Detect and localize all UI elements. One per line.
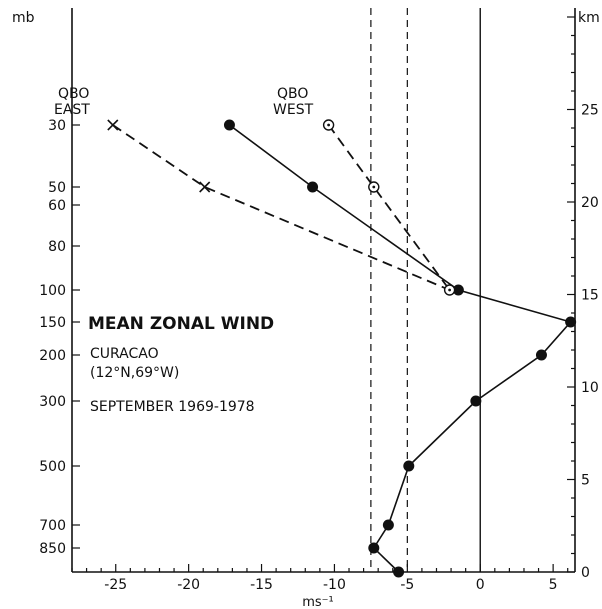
data-point-mean-profile [535,349,547,361]
x-tick-label: -5 [400,577,414,593]
data-point-qbo-east [199,181,211,193]
data-point-qbo-west [443,284,456,296]
x-tick-label: -25 [104,577,127,593]
y-tick-label-mb: 300 [39,394,66,410]
annotation-station: CURACAO [90,346,159,362]
y-tick-label-mb: 850 [39,541,66,557]
x-tick-label: -20 [177,577,200,593]
x-tick-label: -10 [323,577,346,593]
y-tick-label-mb: 700 [39,518,66,534]
y-axis-label-right: km [578,10,600,26]
qbo-east-label-line2: EAST [54,102,90,118]
y-tick-label-mb: 60 [48,198,66,214]
data-point-mean-profile [403,460,415,472]
qbo-east-label-line1: QBO [58,86,89,102]
qbo-west-label-line2: WEST [273,102,314,118]
y-tick-label-km: 5 [581,473,590,489]
series-line-qbo-west [327,124,451,291]
y-tick-label-mb: 80 [48,239,66,255]
y-tick-label-mb: 500 [39,459,66,475]
y-tick-label-km: 15 [581,288,599,304]
series-line-qbo-east [112,124,450,291]
data-point-mean-profile [223,119,235,131]
y-tick-label-mb: 150 [39,315,66,331]
y-tick-label-mb: 100 [39,283,66,299]
x-tick-label: 5 [549,577,558,593]
y-tick-label-mb: 30 [48,118,66,134]
data-point-mean-profile [393,566,405,578]
annotation-period: SEPTEMBER 1969-1978 [90,399,255,415]
annotation-coordinates: (12°N,69°W) [90,365,179,381]
chart-title: MEAN ZONAL WIND [88,314,274,334]
data-point-mean-profile [382,519,394,531]
y-tick-label-km: 20 [581,195,599,211]
data-point-qbo-west [322,119,335,131]
data-point-qbo-west [368,181,380,193]
y-tick-label-km: 10 [581,380,599,396]
x-axis-label: ms⁻¹ [302,595,334,609]
y-tick-label-mb: 50 [48,180,66,196]
series-line-mean-profile [228,124,573,573]
y-axis-label-left: mb [12,10,35,26]
qbo-west-label-line1: QBO [277,86,308,102]
y-tick-label-km: 0 [581,565,590,581]
y-tick-label-km: 25 [581,103,599,119]
data-point-mean-profile [307,181,319,193]
x-tick-label: -15 [250,577,273,593]
data-point-mean-profile [368,542,380,554]
x-tick-label: 0 [476,577,485,593]
data-point-mean-profile [565,316,577,328]
data-point-qbo-east [107,119,119,131]
data-point-mean-profile [452,284,464,296]
data-point-mean-profile [470,395,482,407]
y-tick-label-mb: 200 [39,348,66,364]
